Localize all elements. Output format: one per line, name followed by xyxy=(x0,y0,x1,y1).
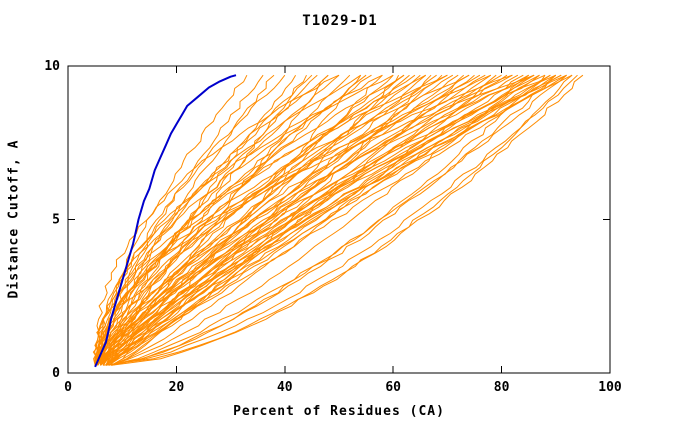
svg-text:40: 40 xyxy=(277,380,293,395)
svg-text:0: 0 xyxy=(52,366,60,381)
chart-title: T1029-D1 xyxy=(302,13,378,29)
svg-text:0: 0 xyxy=(64,380,72,395)
svg-text:20: 20 xyxy=(169,380,185,395)
svg-text:80: 80 xyxy=(494,380,510,395)
x-axis-label: Percent of Residues (CA) xyxy=(233,404,445,419)
y-axis-label: Distance Cutoff, A xyxy=(6,139,22,299)
svg-text:60: 60 xyxy=(385,380,401,395)
svg-text:10: 10 xyxy=(44,59,60,74)
svg-text:5: 5 xyxy=(52,213,60,228)
svg-text:100: 100 xyxy=(598,380,622,395)
